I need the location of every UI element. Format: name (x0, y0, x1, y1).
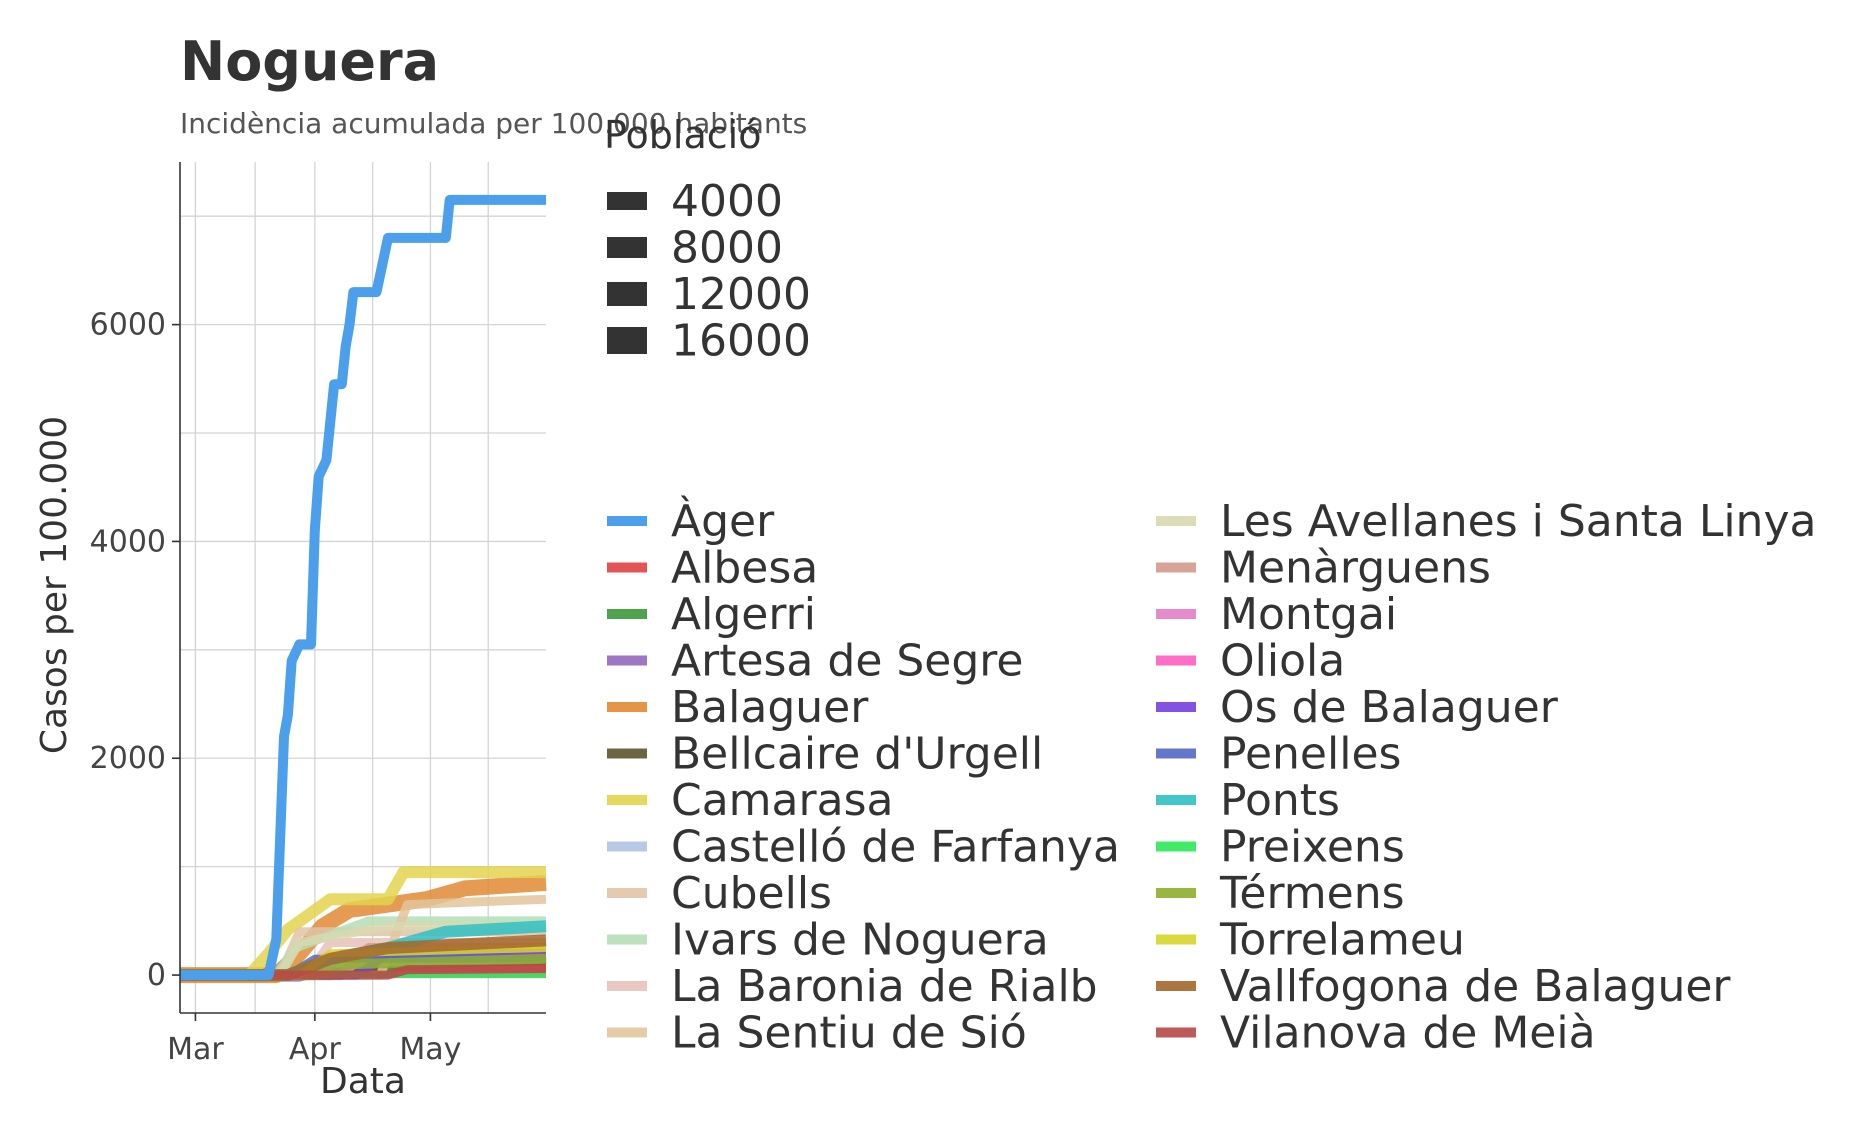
x-tick-label: Apr (289, 1032, 342, 1067)
legend-label: Balaguer (671, 682, 869, 733)
legend-key (1156, 516, 1196, 526)
legend-label: Oliola (1220, 636, 1345, 687)
legend-label: Ivars de Noguera (671, 915, 1049, 966)
legend-label: Les Avellanes i Santa Linya (1220, 496, 1816, 547)
legend-label: Ponts (1220, 775, 1340, 826)
size-legend-key (607, 327, 647, 354)
legend-label: La Sentiu de Sió (671, 1008, 1027, 1059)
legend-label: Vilanova de Meià (1220, 1008, 1596, 1059)
series-lines (180, 194, 547, 984)
legend-key (1156, 748, 1196, 759)
y-axis-title: Casos per 100.000 (34, 416, 75, 754)
size-legend-key (607, 237, 647, 258)
legend-label: Montgai (1220, 589, 1397, 640)
legend-key (607, 516, 647, 526)
legend-key (607, 748, 647, 759)
legend-key (607, 888, 647, 898)
legend-label: Os de Balaguer (1220, 682, 1559, 733)
legend-key (607, 981, 647, 991)
size-legend-key (607, 282, 647, 306)
legend-label: Àger (671, 494, 775, 547)
size-legend-label: 12000 (671, 269, 811, 320)
legend-label: Térmens (1219, 868, 1405, 919)
legend-key (607, 609, 647, 619)
legend-key (1156, 981, 1196, 991)
legend-label: Camarasa (671, 775, 893, 826)
x-tick-label: Mar (167, 1032, 224, 1067)
series-line-1 (180, 194, 546, 981)
legend-label: Artesa de Segre (671, 636, 1024, 687)
legend-key (607, 655, 647, 666)
y-tick-label: 0 (147, 958, 166, 993)
legend-label: Bellcaire d'Urgell (671, 729, 1043, 780)
legend-label: Penelles (1220, 729, 1401, 780)
chart-title: Noguera (180, 30, 439, 93)
legend-key (607, 702, 647, 712)
x-axis-title: Data (320, 1061, 406, 1102)
x-tick-label: May (399, 1032, 461, 1067)
y-tick-label: 6000 (90, 308, 166, 343)
chart-subtitle: Incidència acumulada per 100.000 habitan… (180, 107, 807, 140)
legend-label: Preixens (1220, 822, 1405, 873)
size-legend-title: Població (604, 113, 761, 157)
legend-label: Cubells (671, 868, 832, 919)
legend-key (607, 562, 647, 573)
legend-key (607, 1027, 647, 1038)
legend-label: Menàrguens (1220, 543, 1491, 594)
size-legend-label: 4000 (671, 176, 783, 227)
legend-key (1156, 888, 1196, 898)
size-legend-label: 8000 (671, 223, 783, 274)
legend-key (607, 841, 647, 852)
legend-key (607, 934, 647, 945)
legend-label: Albesa (671, 543, 818, 594)
legend-key (1156, 795, 1196, 805)
series-line-24 (180, 964, 547, 980)
legend-key (1156, 841, 1196, 852)
legend-key (607, 795, 647, 805)
legend-key (1156, 1027, 1196, 1038)
legend-label: Vallfogona de Balaguer (1220, 961, 1731, 1012)
legend-key (1156, 655, 1196, 666)
axes (179, 162, 546, 1014)
legend-key (1156, 562, 1196, 573)
legend-label: Torrelameu (1219, 915, 1465, 966)
y-tick-label: 2000 (90, 741, 166, 776)
tick-labels: Mar Apr May 0 2000 4000 6000 (90, 308, 462, 1067)
legend-key (1156, 934, 1196, 945)
size-legend-key (607, 192, 647, 210)
legend-key (1156, 609, 1196, 619)
legend-key (1156, 702, 1196, 712)
size-legend-label: 16000 (671, 316, 811, 367)
legend-label: La Baronia de Rialb (671, 961, 1098, 1012)
y-tick-label: 4000 (90, 524, 166, 559)
legend-label: Castelló de Farfanya (671, 822, 1120, 873)
legend-label: Algerri (671, 589, 816, 640)
